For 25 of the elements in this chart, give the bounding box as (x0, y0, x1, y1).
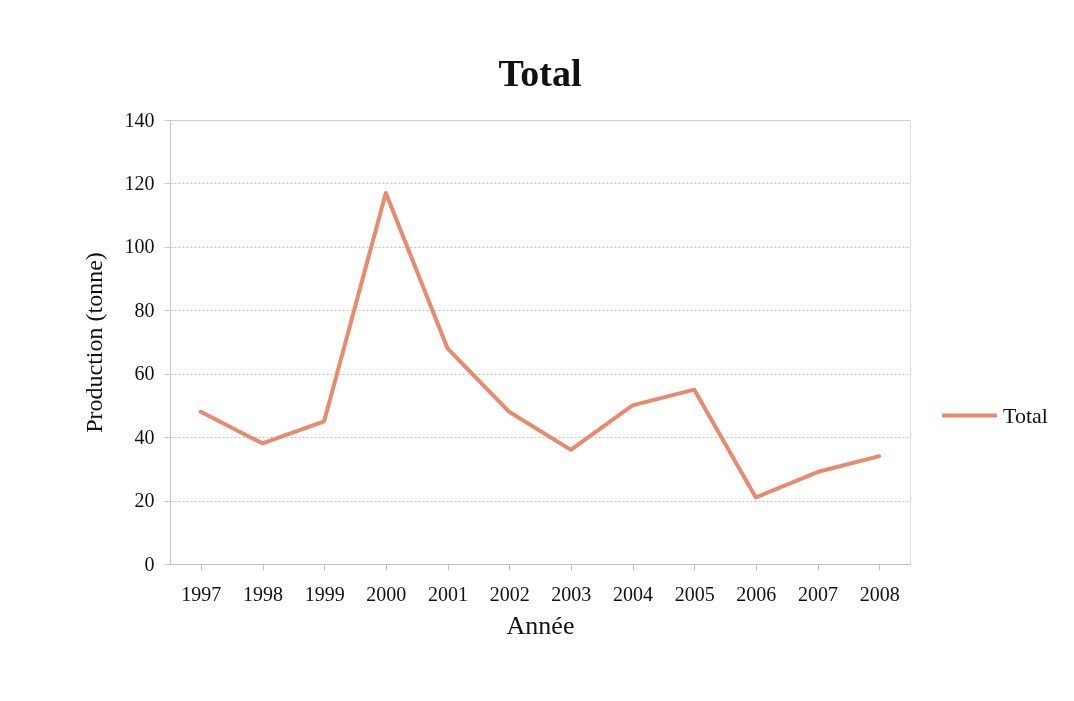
x-axis-title: Année (506, 610, 575, 640)
x-tick-label: 2005 (674, 582, 715, 605)
x-tick-label: 2001 (428, 582, 468, 605)
x-tick-label: 1997 (181, 582, 222, 605)
x-tick-label: 2006 (736, 582, 777, 605)
y-tick-label: 40 (134, 425, 155, 448)
y-tick-label: 80 (134, 298, 155, 321)
chart-title: Total (498, 52, 582, 94)
x-tick-label: 2000 (366, 582, 407, 605)
legend-label: Total (1003, 402, 1048, 428)
x-tick-label: 2002 (489, 582, 530, 605)
y-tick-label: 140 (124, 108, 155, 131)
x-tick-label: 1998 (243, 582, 283, 605)
x-tick-label: 2003 (551, 582, 592, 605)
line-series (198, 190, 882, 500)
x-tick-label: 2008 (859, 582, 900, 605)
y-tick-label: 60 (134, 362, 155, 385)
y-tick-label: 20 (134, 489, 155, 512)
y-tick-label: 100 (124, 235, 155, 258)
y-tick-label: 0 (144, 552, 155, 575)
y-tick-label: 120 (124, 171, 155, 194)
x-tick-label: 1999 (304, 582, 345, 605)
x-tick-label: 2004 (613, 582, 653, 605)
y-axis-title: Production (tonne) (80, 252, 107, 433)
x-tick-label: 2007 (798, 582, 838, 605)
